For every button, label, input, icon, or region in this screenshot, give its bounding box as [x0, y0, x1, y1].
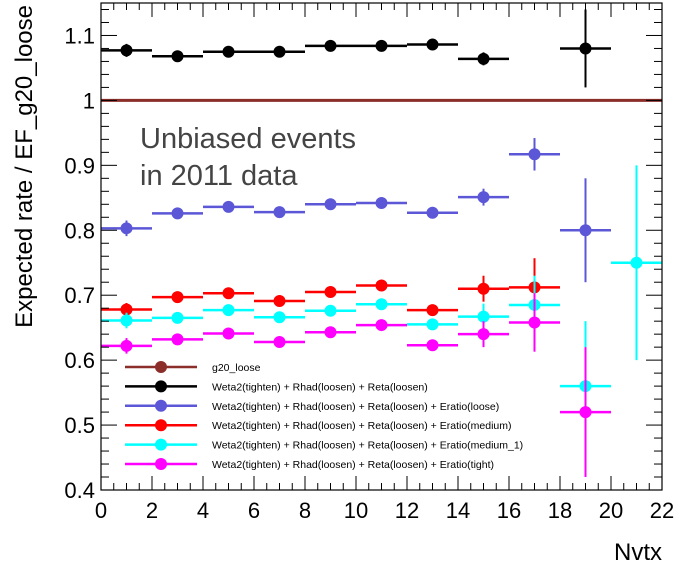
- data-point: [324, 39, 337, 52]
- x-tick-label: 14: [446, 498, 470, 523]
- data-point: [222, 287, 235, 300]
- data-point: [426, 304, 439, 317]
- data-point: [120, 303, 133, 316]
- data-point: [171, 207, 184, 220]
- x-tick-label: 2: [146, 498, 158, 523]
- data-point: [171, 333, 184, 346]
- data-point: [426, 206, 439, 219]
- data-point: [120, 44, 133, 57]
- data-point: [120, 339, 133, 352]
- x-tick-label: 20: [599, 498, 623, 523]
- y-tick-label: 0.7: [64, 283, 95, 308]
- legend-marker: [155, 380, 167, 393]
- data-point: [171, 50, 184, 63]
- data-point: [528, 316, 541, 329]
- data-point: [477, 282, 490, 295]
- data-point: [477, 310, 490, 323]
- data-point: [426, 38, 439, 51]
- data-point: [120, 222, 133, 235]
- series-5: [101, 293, 611, 478]
- data-point: [426, 339, 439, 352]
- y-tick-label: 1.1: [64, 23, 95, 48]
- plot-frame: [100, 2, 663, 491]
- y-tick-label: 0.6: [64, 348, 95, 373]
- legend-label: g20_loose: [212, 362, 261, 374]
- legend: g20_loose Weta2(tighten) + Rhad(loosen) +…: [125, 361, 523, 471]
- data-point: [273, 335, 286, 348]
- data-point: [324, 326, 337, 339]
- x-axis-label: Nvtx: [614, 539, 662, 566]
- data-point: [579, 406, 592, 419]
- data-point: [171, 311, 184, 324]
- y-tick-label: 0.4: [64, 478, 95, 503]
- legend-marker: [155, 399, 167, 412]
- legend-marker: [155, 419, 167, 432]
- data-point: [375, 39, 388, 52]
- data-point: [579, 42, 592, 55]
- x-tick-label: 18: [548, 498, 572, 523]
- data-point: [324, 285, 337, 298]
- data-point: [222, 327, 235, 340]
- x-tick-label: 16: [497, 498, 521, 523]
- x-tick-label: 0: [95, 498, 107, 523]
- data-point: [426, 318, 439, 331]
- data-point: [630, 256, 643, 269]
- data-point: [120, 314, 133, 327]
- data-point: [324, 304, 337, 317]
- legend-label: Weta2(tighten) + Rhad(loosen) + Reta(loo…: [212, 459, 494, 471]
- data-point: [222, 200, 235, 213]
- legend-label: Weta2(tighten) + Rhad(loosen) + Reta(loo…: [212, 401, 499, 413]
- data-point: [273, 45, 286, 58]
- x-tick-label: 6: [248, 498, 260, 523]
- data-point: [375, 319, 388, 332]
- data-point: [528, 148, 541, 161]
- data-point: [273, 311, 286, 324]
- axis-layer: 0 2 4 6 8 10 12 14 16 18 20 22 0.4 0.5 0.6 0.7 0.8 0.9 1 1.…: [64, 2, 674, 523]
- annotation-line-1: Unbiased events: [140, 123, 356, 155]
- series-2: [101, 138, 611, 283]
- annotation-line-2: in 2011 data: [140, 160, 298, 192]
- series-1: [101, 9, 611, 88]
- legend-marker: [155, 438, 167, 451]
- data-point: [171, 291, 184, 304]
- data-point: [273, 206, 286, 219]
- data-point: [477, 52, 490, 65]
- data-point: [375, 279, 388, 292]
- data-point: [477, 328, 490, 341]
- data-point: [579, 224, 592, 237]
- data-point: [375, 298, 388, 311]
- legend-marker: [155, 361, 167, 373]
- series-layer: [101, 9, 662, 478]
- y-tick-label: 0.9: [64, 153, 95, 178]
- legend-label: Weta2(tighten) + Rhad(loosen) + Reta(loo…: [212, 440, 523, 452]
- data-point: [273, 295, 286, 308]
- data-point: [222, 45, 235, 58]
- x-tick-label: 4: [197, 498, 209, 523]
- data-point: [222, 304, 235, 317]
- x-tick-label: 10: [344, 498, 368, 523]
- data-point: [375, 196, 388, 209]
- legend-marker: [155, 458, 167, 470]
- y-axis-label: Expected rate / EF_g20_loose: [11, 5, 38, 328]
- legend-label: Weta2(tighten) + Rhad(loosen) + Reta(loo…: [212, 420, 512, 432]
- x-tick-label: 12: [395, 498, 419, 523]
- y-tick-label: 1: [83, 88, 95, 113]
- y-tick-label: 0.5: [64, 413, 95, 438]
- data-point: [477, 191, 490, 204]
- legend-label: Weta2(tighten) + Rhad(loosen) + Reta(loo…: [212, 381, 428, 393]
- x-tick-label: 8: [299, 498, 311, 523]
- y-tick-label: 0.8: [64, 218, 95, 243]
- data-point: [324, 198, 337, 211]
- x-tick-label: 22: [650, 498, 674, 523]
